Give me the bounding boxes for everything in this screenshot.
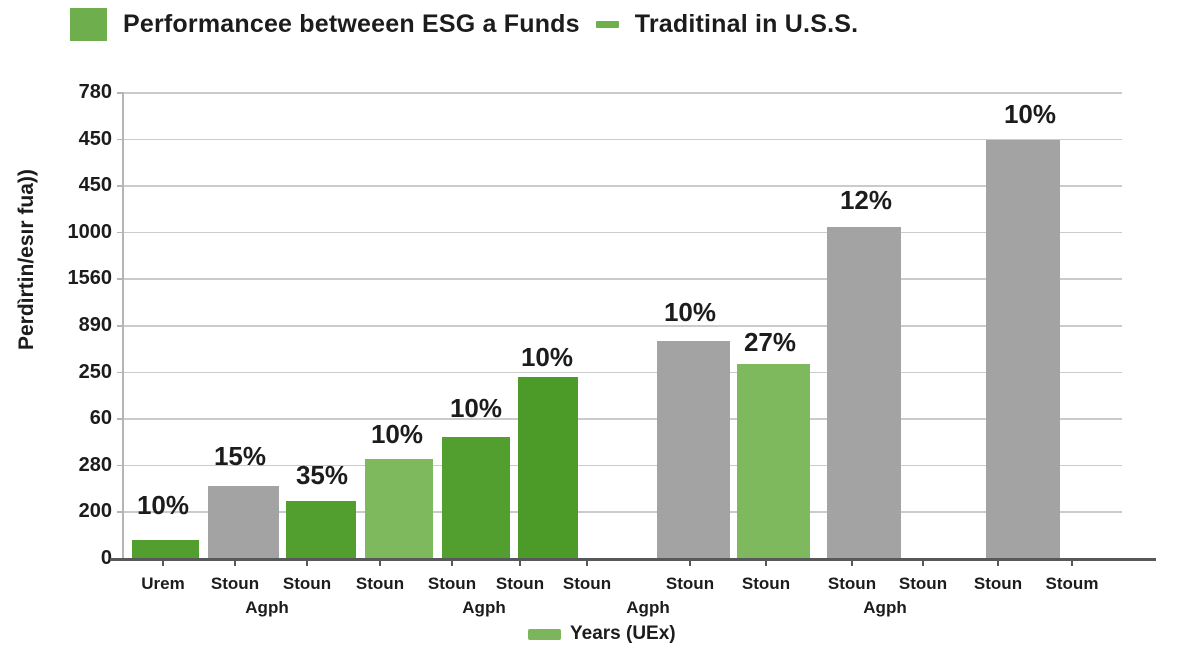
bar-value-label: 10% (136, 490, 190, 520)
gridline (123, 185, 1122, 187)
gridline (123, 325, 1122, 327)
bar-value-label: 10% (663, 297, 717, 327)
y-axis-tick (117, 278, 123, 280)
x-axis-tick-label: Stoun (282, 574, 332, 593)
y-axis-tick-label: 1560 (67, 267, 113, 290)
gridline (123, 464, 1122, 467)
bar-value-label: 10% (370, 419, 424, 449)
x-axis-tick-label: Stoun (495, 574, 545, 593)
x-axis-tick (922, 561, 924, 566)
chart-title-part2: Traditinal in U.S.S. (634, 9, 859, 38)
bar (132, 540, 199, 558)
y-axis-tick-label: 250 (78, 360, 112, 383)
bar (737, 364, 810, 558)
gridline (123, 278, 1122, 280)
x-axis-group-label: Agph (462, 598, 506, 617)
x-axis-tick-label: Urem (141, 574, 185, 593)
x-axis-tick (1071, 561, 1073, 566)
bar-value-label: 27% (743, 327, 797, 357)
x-axis-tick (379, 561, 381, 566)
y-axis-tick-label: 1000 (67, 220, 113, 243)
title-dash-icon (595, 20, 619, 28)
bar (986, 140, 1060, 558)
y-axis-tick-label: 280 (78, 453, 112, 476)
legend-label: Years (UEx) (570, 623, 676, 644)
bar-value-label: 10% (520, 342, 574, 372)
y-axis-tick (117, 325, 123, 327)
x-axis-tick-label: Stoun (973, 574, 1023, 593)
gridline (123, 92, 1122, 94)
gridline (123, 511, 1122, 513)
legend-swatch-icon (528, 628, 561, 640)
x-axis-tick (689, 561, 691, 566)
x-axis-tick (586, 561, 588, 566)
x-axis-tick (765, 561, 767, 566)
x-axis-tick-label: Stoun (427, 574, 477, 593)
x-axis-tick-label: Stoun (741, 574, 791, 593)
x-axis-tick (306, 561, 308, 566)
gridline (123, 138, 1122, 141)
bar-value-label: 15% (213, 441, 267, 471)
y-axis-tick (117, 511, 123, 513)
y-axis-tick (117, 92, 123, 94)
x-axis-tick-label: Stoun (827, 574, 877, 593)
bar (518, 377, 578, 558)
y-axis-tick-label: 60 (89, 407, 112, 430)
x-axis-tick (997, 561, 999, 566)
x-axis-group-label: Agph (626, 598, 670, 617)
bar-value-label: 10% (449, 393, 503, 423)
x-axis-tick (851, 561, 853, 566)
y-axis-tick (117, 464, 123, 467)
y-axis-tick (117, 371, 123, 374)
x-axis-tick (234, 561, 236, 566)
bar (657, 341, 730, 558)
chart-header: Performancee betweeen ESG a Funds Tradit… (70, 4, 858, 44)
y-axis-tick-label: 890 (78, 314, 112, 336)
x-axis-tick-label: Stoun (355, 574, 405, 593)
bar (442, 437, 510, 558)
gridline (123, 371, 1122, 374)
x-axis-tick (451, 561, 453, 566)
x-axis-tick-label: Stoun (210, 574, 260, 593)
x-axis-tick (162, 561, 164, 566)
y-axis-tick-label: 0 (100, 547, 112, 569)
bottom-legend: Years (UEx) (528, 621, 676, 647)
x-axis-tick-label: Stoum (1045, 574, 1099, 593)
bar (208, 486, 279, 558)
x-axis-tick-label: Stoun (562, 574, 612, 593)
x-axis-group-label: Agph (245, 598, 289, 617)
y-axis-tick (117, 231, 123, 234)
bar-value-label: 35% (295, 460, 349, 490)
x-axis-tick-label: Stoun (665, 574, 715, 593)
y-axis-tick (117, 185, 123, 187)
bar-value-label: 12% (839, 185, 893, 215)
y-axis-tick-label: 450 (78, 174, 112, 197)
bar (827, 227, 901, 558)
gridline (123, 418, 1122, 420)
x-axis-line (110, 558, 1156, 561)
y-axis-line (122, 92, 124, 558)
y-axis-tick-label: 200 (78, 500, 112, 523)
gridline (123, 231, 1122, 234)
y-axis-tick-label: 780 (78, 81, 112, 103)
x-axis-tick-label: Stoun (898, 574, 948, 593)
bar (286, 501, 356, 558)
bar-value-label: 10% (1003, 99, 1057, 129)
y-axis-tick-label: 450 (78, 127, 112, 150)
title-legend-swatch (70, 7, 107, 41)
x-axis-group-label: Agph (863, 598, 907, 617)
x-axis-tick (519, 561, 521, 566)
y-axis-tick (117, 418, 123, 420)
bar (365, 459, 433, 558)
y-axis-tick (117, 138, 123, 141)
chart-title-part1: Performancee betweeen ESG a Funds (123, 9, 580, 38)
